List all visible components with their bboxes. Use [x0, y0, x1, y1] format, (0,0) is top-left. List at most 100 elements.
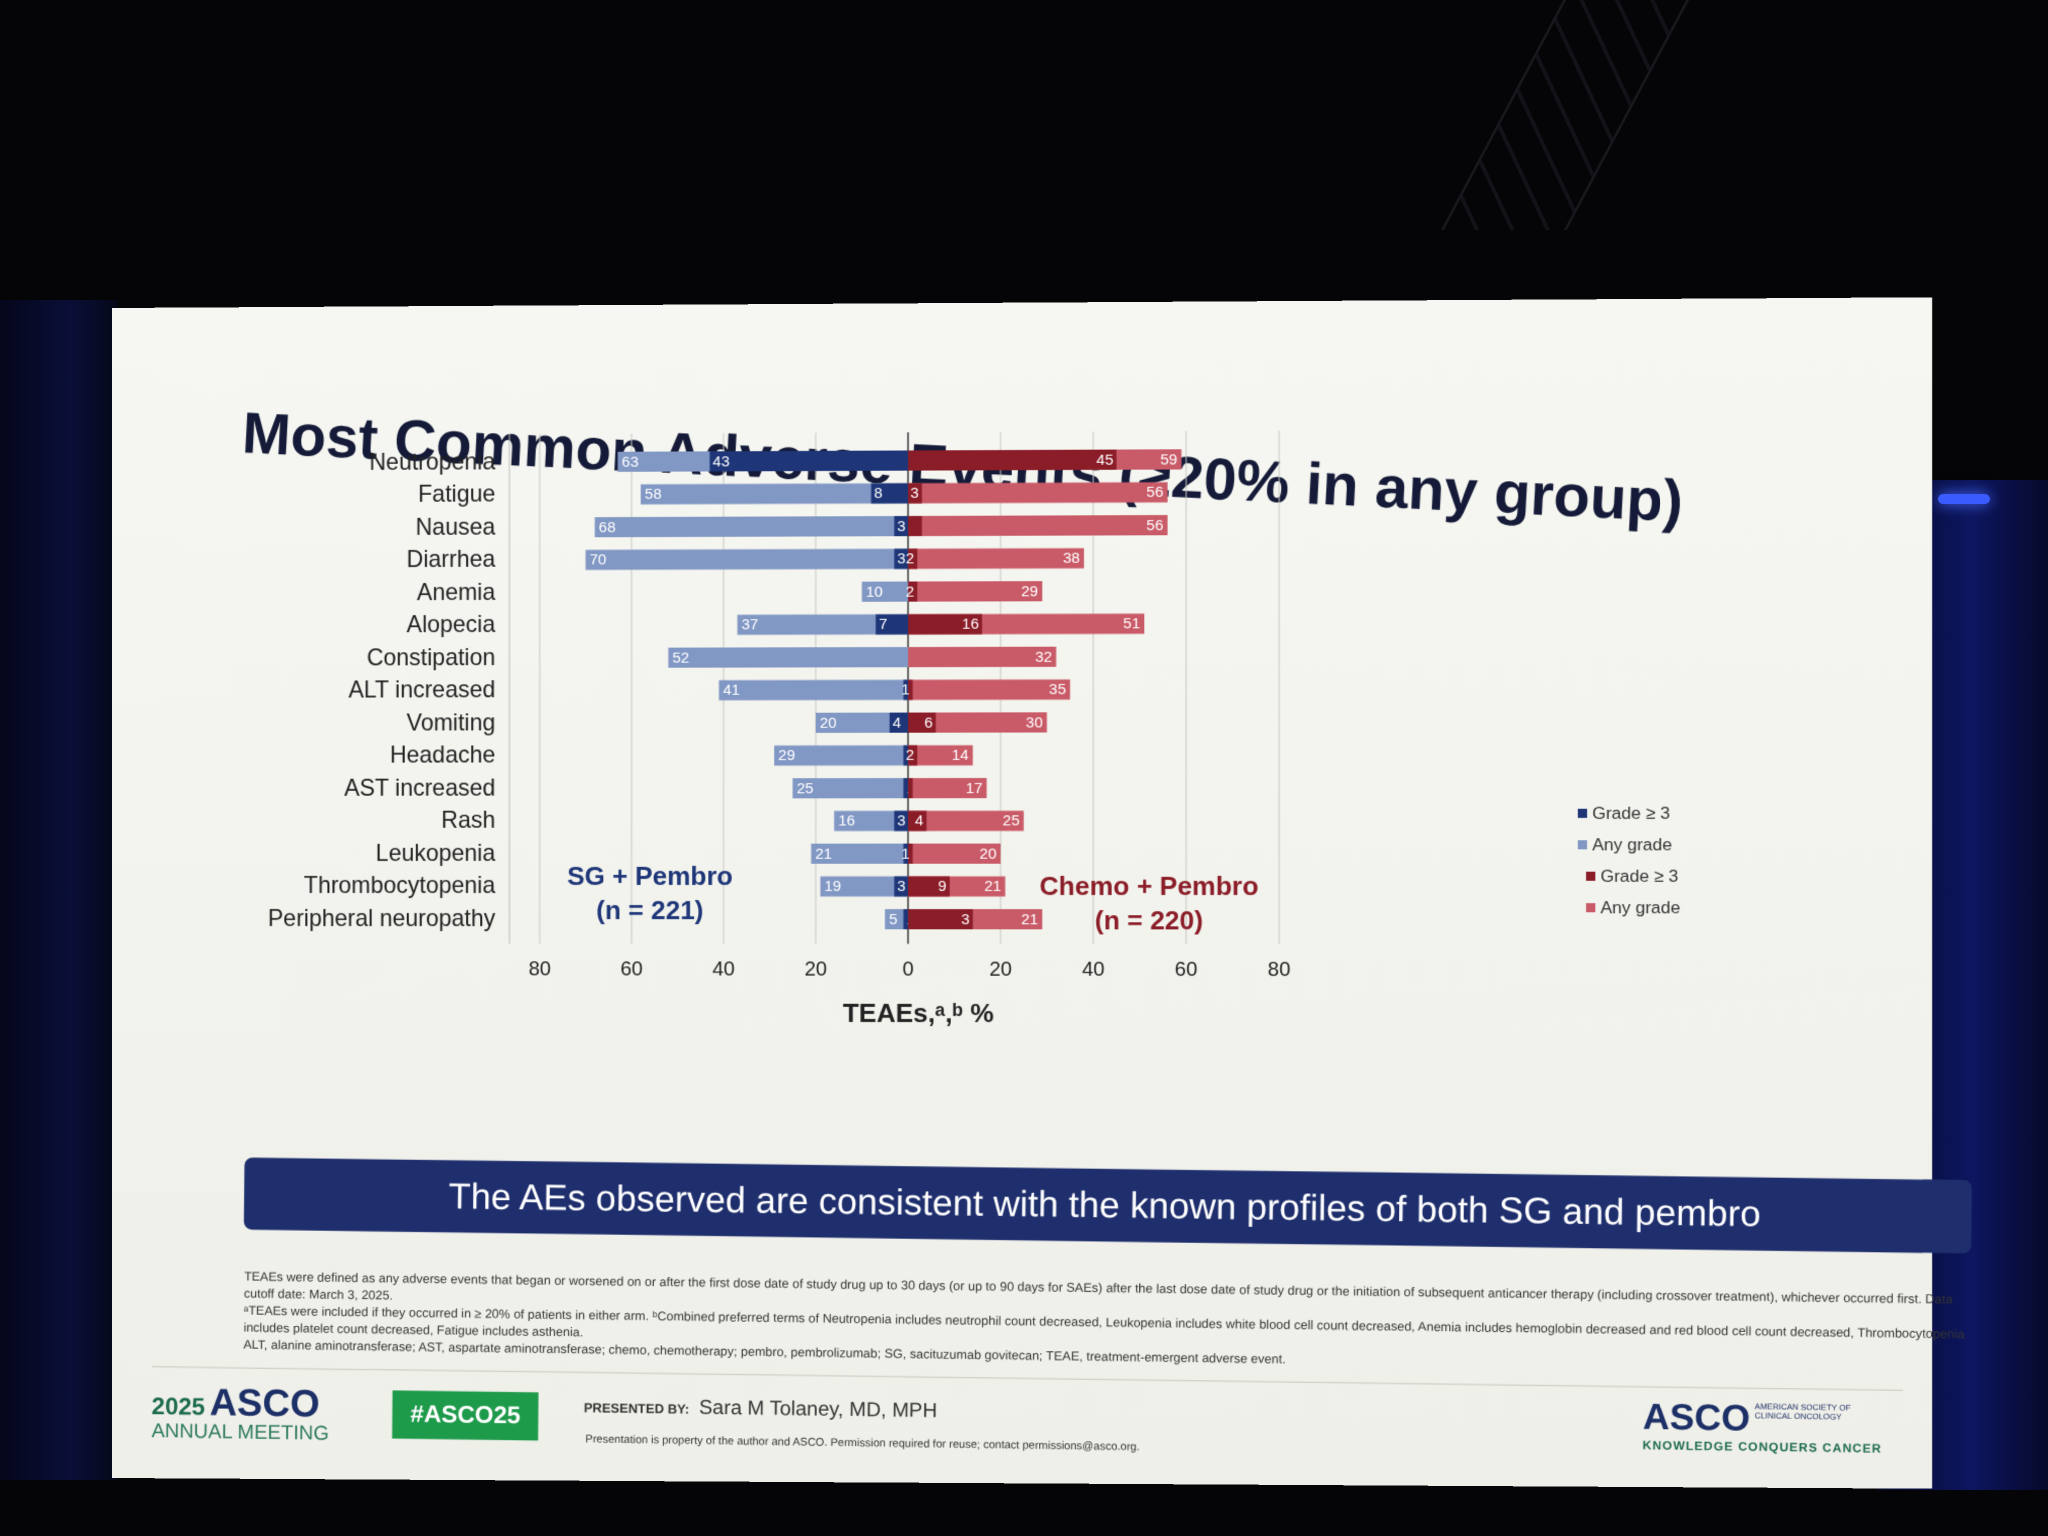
bar-label-sg-any: 70	[590, 552, 607, 569]
x-tick-label: 60	[1175, 959, 1198, 981]
bar-label-chemo-g3: 3	[910, 485, 918, 502]
hashtag-badge: #ASCO25	[392, 1390, 539, 1441]
x-tick-label: 20	[989, 959, 1012, 981]
x-tick-label: 80	[1268, 959, 1291, 981]
projection-screen: Most Common Adverse Events (≥20% in any …	[112, 297, 1972, 1489]
bar-label-chemo-any: 29	[1021, 583, 1038, 600]
bar-label-chemo-any: 30	[1026, 714, 1043, 731]
bar-label-sg-any: 16	[838, 813, 855, 830]
bar-sg-any-grade	[594, 516, 909, 538]
bar-label-chemo-g3: 1	[901, 682, 909, 699]
category-label: Fatigue	[418, 481, 495, 507]
category-label: Constipation	[367, 644, 496, 670]
bar-sg-any-grade	[668, 647, 909, 668]
x-tick-label: 80	[528, 959, 550, 981]
bar-label-chemo-any: 21	[984, 878, 1001, 895]
slide-footer: 2025 ASCO ANNUAL MEETING #ASCO25 PRESENT…	[151, 1366, 1904, 1483]
bar-sg-any-grade	[861, 581, 909, 602]
bar-label-chemo-any: 20	[980, 846, 997, 863]
footnotes: TEAEs were defined as any adverse events…	[243, 1268, 1967, 1377]
group-label-sg: SG + Pembro	[567, 861, 733, 891]
bar-label-sg-g3: 3	[897, 551, 905, 568]
meeting-name: ANNUAL MEETING	[151, 1420, 329, 1445]
category-label: Nausea	[416, 514, 496, 540]
category-label: Rash	[441, 807, 495, 833]
x-tick-label: 40	[1082, 959, 1105, 981]
property-note: Presentation is property of the author a…	[585, 1433, 1140, 1454]
bar-label-chemo-any: 35	[1049, 681, 1066, 698]
legend-swatch	[1577, 840, 1588, 850]
bar-chemo-grade3	[908, 712, 936, 733]
bar-label-sg-g3: 43	[713, 453, 730, 470]
bar-label-chemo-any: 38	[1063, 550, 1080, 567]
bar-label-chemo-g3: 6	[924, 715, 932, 732]
meeting-asco: ASCO	[209, 1381, 320, 1426]
bar-chemo-any-grade	[908, 810, 1024, 832]
bar-label-sg-g3: 7	[879, 616, 887, 633]
bar-label-chemo-any: 14	[952, 747, 969, 764]
stage-light	[1938, 494, 1990, 504]
bar-sg-any-grade	[640, 483, 909, 505]
society-tagline: KNOWLEDGE CONQUERS CANCER	[1642, 1438, 1882, 1456]
category-label: Peripheral neuropathy	[268, 905, 496, 931]
x-axis-title: TEAEs,ᵃ,ᵇ %	[843, 998, 994, 1028]
bar-label-chemo-any: 32	[1035, 649, 1052, 666]
asco-society-logo: ASCO AMERICAN SOCIETY OF CLINICAL ONCOLO…	[1642, 1395, 1882, 1455]
left-curtain	[0, 300, 118, 1480]
bar-sg-grade3	[871, 483, 909, 504]
category-label: Thrombocytopenia	[304, 872, 496, 898]
bar-sg-grade3	[875, 614, 909, 635]
bar-chemo-grade3	[908, 548, 918, 569]
bar-label-chemo-any: 17	[966, 780, 983, 797]
bar-chemo-grade3	[908, 876, 950, 897]
category-label: Alopecia	[407, 611, 496, 637]
legend-label: Grade ≥ 3	[1600, 867, 1678, 886]
x-tick-label: 60	[620, 959, 642, 981]
bar-sg-any-grade	[774, 745, 909, 766]
presented-by-label: PRESENTED BY:	[583, 1400, 690, 1417]
bar-label-sg-g3: 8	[874, 485, 882, 502]
legend-label: Any grade	[1592, 835, 1672, 854]
bar-label-chemo-any: 51	[1123, 616, 1140, 633]
bar-label-chemo-g3: 3	[961, 911, 969, 928]
bar-label-chemo-any: 25	[1003, 813, 1020, 830]
meeting-year: 2025	[151, 1393, 206, 1421]
ceiling-truss	[1440, 0, 1690, 230]
category-label: Diarrhea	[407, 546, 496, 572]
society-name: AMERICAN SOCIETY OF CLINICAL ONCOLOGY	[1754, 1402, 1851, 1422]
category-label: Vomiting	[407, 709, 496, 735]
bar-chemo-any-grade	[908, 679, 1071, 700]
bar-chemo-any-grade	[908, 581, 1043, 602]
bar-chemo-grade3	[908, 449, 1117, 471]
category-label: AST increased	[344, 775, 495, 801]
bar-sg-grade3	[894, 810, 909, 832]
legend-swatch	[1577, 808, 1588, 818]
bar-label-sg-any: 21	[815, 846, 832, 863]
bar-sg-grade3	[709, 450, 909, 472]
bar-label-chemo-g3: 4	[915, 813, 923, 830]
bar-sg-any-grade	[884, 909, 909, 930]
bar-chemo-any-grade	[908, 843, 1001, 864]
x-tick-label: 20	[804, 959, 827, 981]
bar-label-chemo-g3: 45	[1096, 452, 1113, 469]
bar-label-sg-g3: 3	[897, 878, 905, 895]
annual-meeting-logo: 2025 ASCO ANNUAL MEETING	[151, 1381, 329, 1446]
bar-sg-grade3	[889, 712, 909, 733]
bar-chemo-grade3	[908, 909, 973, 930]
bar-chemo-any-grade	[908, 777, 987, 799]
bar-label-sg-any: 58	[645, 486, 662, 503]
bar-label-sg-any: 37	[741, 617, 758, 634]
bar-sg-any-grade	[792, 778, 909, 799]
bar-label-sg-any: 25	[797, 780, 814, 797]
category-label: ALT increased	[348, 677, 495, 703]
presented-by: PRESENTED BY: Sara M Tolaney, MD, MPH	[584, 1395, 938, 1423]
bar-label-chemo-g3: 2	[906, 584, 914, 601]
group-n-chemo: (n = 220)	[1095, 906, 1203, 936]
bar-label-chemo-any: 59	[1160, 451, 1177, 468]
bar-sg-grade3	[894, 516, 909, 537]
category-label: Anemia	[417, 579, 496, 605]
bar-label-chemo-g3: 1	[901, 846, 909, 863]
bar-label-sg-any: 5	[889, 911, 897, 928]
bar-label-chemo-any: 56	[1146, 484, 1163, 501]
